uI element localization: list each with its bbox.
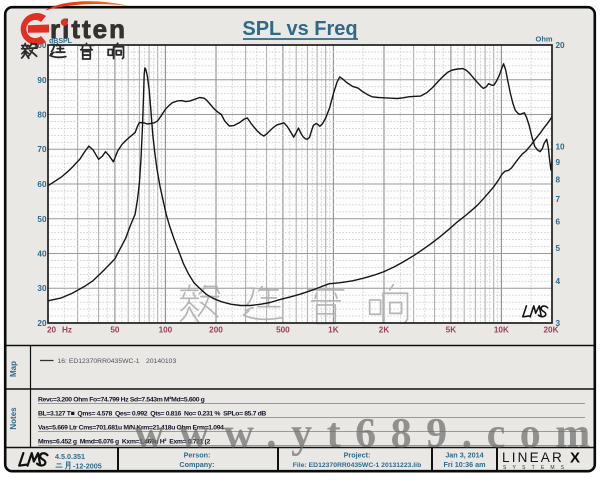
svg-text:20: 20 (556, 41, 566, 50)
svg-text:LINEAR: LINEAR (502, 450, 564, 465)
svg-text:10K: 10K (494, 326, 509, 335)
svg-text:4.5.0.351: 4.5.0.351 (55, 452, 85, 461)
svg-text:50: 50 (110, 326, 120, 335)
svg-text:20: 20 (37, 319, 47, 328)
svg-text:20: 20 (47, 326, 57, 335)
svg-text:Project:: Project: (344, 451, 371, 460)
svg-text:Fri 10:36 am: Fri 10:36 am (444, 460, 486, 469)
svg-text:9: 9 (556, 158, 561, 167)
svg-text:Hz: Hz (62, 326, 72, 335)
svg-text:Company:: Company: (179, 460, 214, 469)
svg-text:2K: 2K (379, 326, 390, 335)
svg-text:100: 100 (33, 41, 47, 50)
svg-text:www.yt689.com: www.yt689.com (134, 411, 600, 457)
svg-text:3: 3 (556, 319, 561, 328)
svg-text:80: 80 (37, 111, 47, 120)
svg-text:8: 8 (556, 175, 561, 184)
svg-text:X: X (570, 450, 580, 467)
svg-text:500: 500 (276, 326, 290, 335)
svg-text:ritten: ritten (50, 14, 127, 44)
svg-text:20140103: 20140103 (146, 358, 176, 365)
svg-text:Jan 3, 2014: Jan 3, 2014 (445, 451, 483, 460)
svg-text:SYSTEMS: SYSTEMS (503, 465, 570, 471)
svg-text:100: 100 (159, 326, 173, 335)
svg-text:50: 50 (37, 215, 47, 224)
svg-text:4: 4 (556, 277, 561, 286)
svg-text:SPL vs Freq: SPL vs Freq (242, 18, 357, 40)
svg-text:5K: 5K (446, 326, 457, 335)
svg-text:Person:: Person: (184, 451, 211, 460)
svg-text:Map: Map (9, 361, 18, 377)
svg-text:1K: 1K (328, 326, 339, 335)
svg-text:Mms=6.452 g Mmd=6.076 g Kxm=: Mms=6.452 g Mmd=6.076 g Kxm=1.469u H² Ex… (38, 439, 210, 446)
svg-text:60: 60 (37, 180, 47, 189)
svg-text:-12-2005: -12-2005 (73, 462, 102, 471)
svg-text:70: 70 (37, 145, 47, 154)
svg-text:30: 30 (37, 284, 47, 293)
svg-text:BL=3.127 T■ Qms= 4.578 Qes=: BL=3.127 T■ Qms= 4.578 Qes= 0.992 Qts= 0… (38, 411, 266, 418)
svg-text:90: 90 (37, 76, 47, 85)
svg-text:Revc=3.200 Ohm Fo=74.799 Hz: Revc=3.200 Ohm Fo=74.799 Hz Sd=7.543m M²… (38, 397, 205, 404)
svg-text:6: 6 (556, 217, 561, 226)
svg-text:20K: 20K (543, 326, 558, 335)
svg-text:7: 7 (556, 195, 561, 204)
svg-text:5: 5 (556, 244, 561, 253)
svg-text:200: 200 (209, 326, 223, 335)
svg-text:40: 40 (37, 250, 47, 259)
svg-text:Vas=5.669 Ltr Cms=701.681u M/: Vas=5.669 Ltr Cms=701.681u M/N Krm=21.41… (38, 425, 224, 432)
svg-text:10: 10 (556, 143, 566, 152)
svg-text:File: ED12370RR0435WC-1 201312: File: ED12370RR0435WC-1 20131223.lib (293, 462, 421, 469)
svg-text:16: ED12370RR0435WC-1: 16: ED12370RR0435WC-1 (58, 358, 140, 365)
svg-text:dBSPL: dBSPL (49, 38, 73, 45)
svg-text:Ohm: Ohm (536, 35, 553, 44)
svg-text:Notes: Notes (9, 407, 18, 430)
